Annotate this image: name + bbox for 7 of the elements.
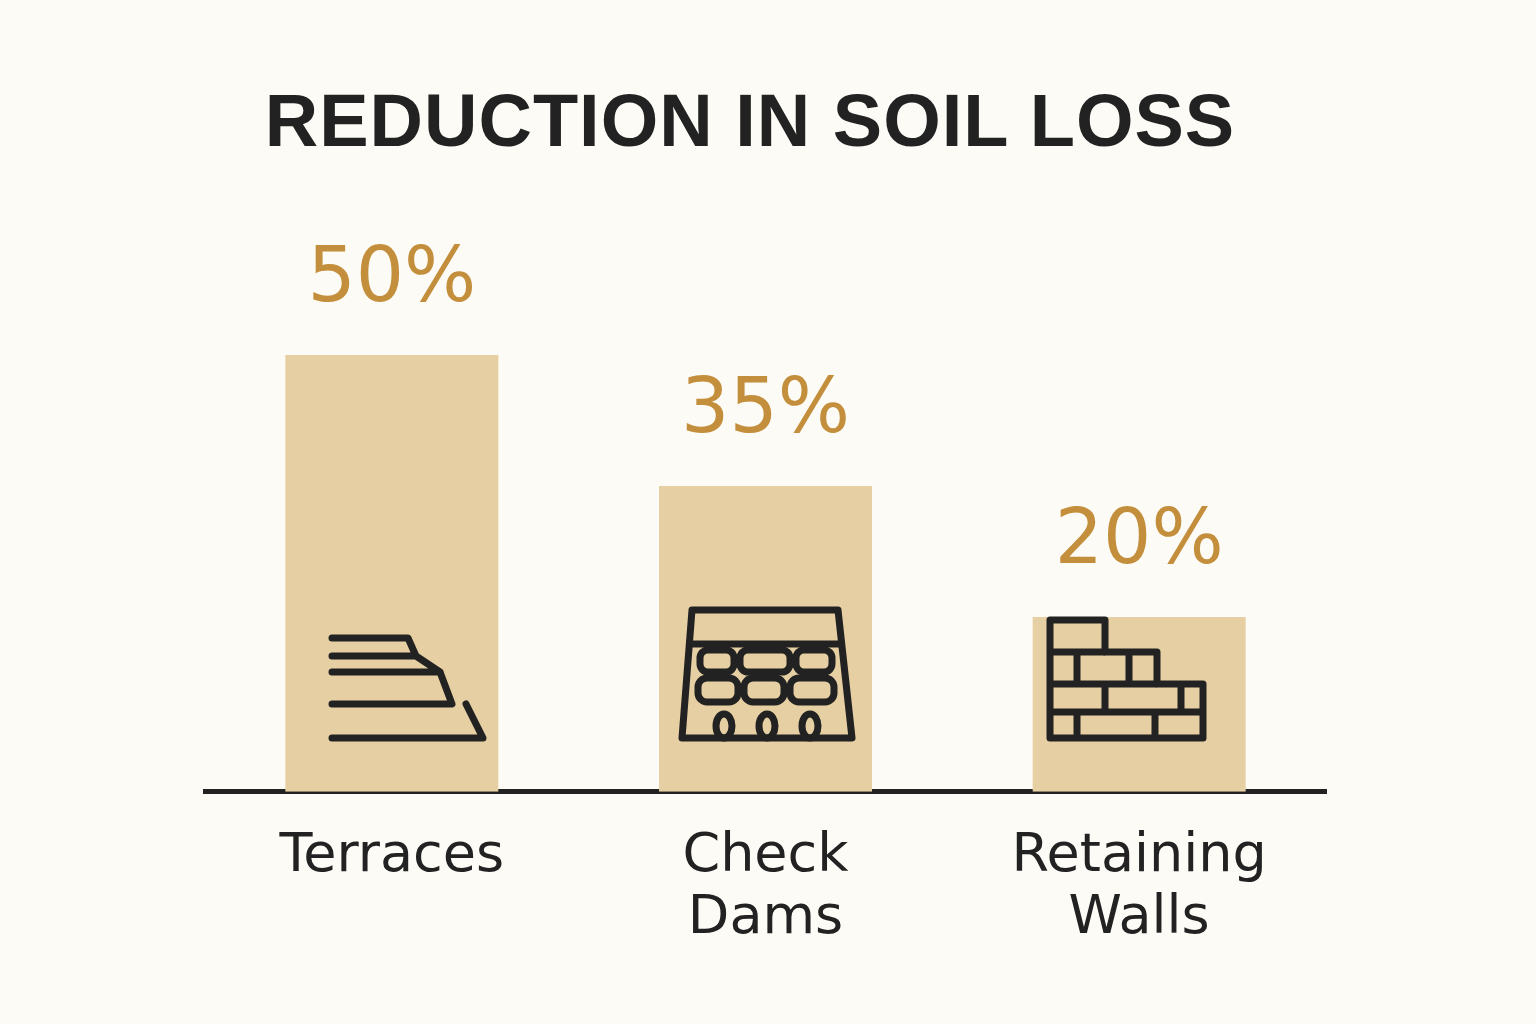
data-label: 50%: [307, 229, 477, 319]
data-label: 35%: [681, 360, 850, 450]
x-tick-label: Terraces: [278, 820, 505, 884]
x-tick-label: Retaining Walls: [1011, 820, 1267, 946]
chart-title: REDUCTION IN SOIL LOSS: [263, 78, 1237, 163]
data-label: 20%: [1054, 491, 1224, 581]
x-tick-label: Check Dams: [682, 820, 850, 946]
